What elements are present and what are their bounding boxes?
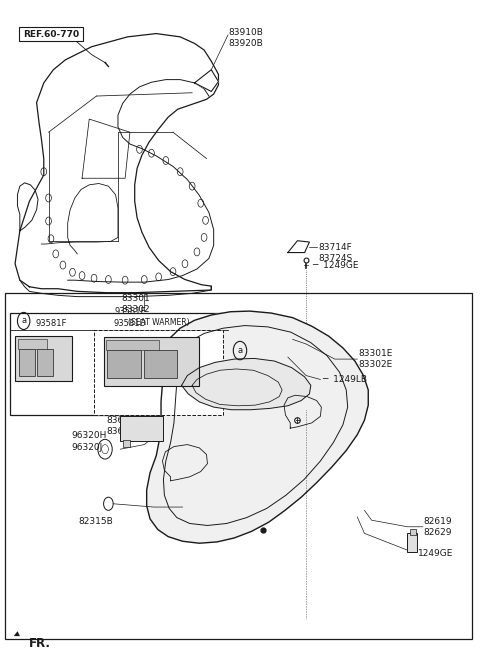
Text: 82619
82629: 82619 82629 [423,517,452,537]
FancyBboxPatch shape [19,27,83,42]
Text: a: a [21,316,26,326]
Text: 1249GE: 1249GE [418,548,454,558]
Text: 83301E
83302E: 83301E 83302E [359,349,393,369]
Polygon shape [288,241,310,252]
Text: (SEAT WARMER): (SEAT WARMER) [128,318,190,327]
Bar [407,533,417,552]
Bar [19,349,35,376]
Bar [94,330,223,415]
Bar [107,339,159,349]
Bar [5,293,472,639]
Bar [104,337,199,386]
Text: FR.: FR. [28,637,50,650]
Bar [18,339,47,349]
Text: 83610B
83620B: 83610B 83620B [107,416,142,436]
Text: REF.60-770: REF.60-770 [23,30,79,39]
Polygon shape [181,358,311,410]
Bar [10,313,228,415]
Text: 83910B
83920B: 83910B 83920B [228,28,263,48]
Polygon shape [147,311,368,543]
Text: 82315B: 82315B [78,517,113,526]
Bar [144,349,177,378]
Text: 96320H
96320J: 96320H 96320J [72,432,107,451]
Text: 83714F
83724S: 83714F 83724S [318,243,352,263]
Text: ─  1249GE: ─ 1249GE [312,261,358,270]
Text: 93581E
93581D: 93581E 93581D [113,308,146,328]
Text: a: a [238,346,242,355]
Bar [108,349,141,378]
Bar [123,440,131,447]
Text: 83301
83302: 83301 83302 [121,294,150,314]
Text: ─  1249LB: ─ 1249LB [323,375,367,384]
Polygon shape [194,70,218,92]
Text: 93581F: 93581F [35,318,67,328]
Bar [15,336,72,381]
Bar [120,416,163,442]
Bar [37,349,53,376]
Bar [410,529,416,534]
